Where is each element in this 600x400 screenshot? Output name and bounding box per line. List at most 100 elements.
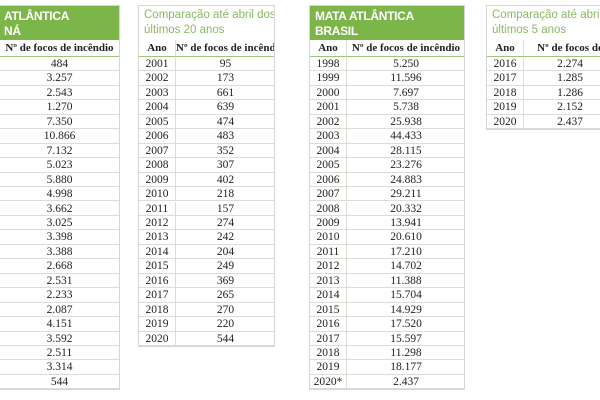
table-cell: 2.233 (0, 288, 119, 303)
table-cell: 1.285 (524, 71, 600, 86)
table-cell: 2003 (310, 129, 347, 144)
table-cell: 7.350 (0, 115, 119, 130)
table-cell: 2017 (310, 331, 347, 346)
table-cell: 1998 (310, 57, 347, 72)
table-cell: 2002 (310, 114, 347, 130)
table-cell: 2009 (310, 215, 347, 231)
table-header: Comparação até abril dos últimos 20 anos (139, 6, 274, 40)
table-cell: 274 (176, 216, 274, 231)
table-cell: 2006 (139, 129, 176, 144)
table-cell: 2013 (310, 273, 347, 289)
table-cell: 5.738 (347, 100, 464, 115)
table-cell: 7.132 (0, 144, 119, 159)
table-cell: 13.941 (347, 216, 464, 231)
table-cell: 157 (176, 202, 274, 216)
header-line: últimos 20 anos (144, 24, 225, 36)
table-cell: 2015 (310, 302, 347, 318)
table-cell: 369 (176, 274, 274, 289)
table-cell: 2018 (487, 85, 524, 101)
table-cell: 2006 (310, 172, 347, 188)
table-cell: 3.398 (0, 230, 119, 245)
table-cell: 2009 (139, 172, 176, 188)
table-cell: 2.437 (347, 375, 464, 390)
table-cell: 544 (176, 332, 274, 346)
table-cell: 2020 (487, 114, 524, 130)
table-cell: 204 (176, 245, 274, 260)
column-header: Ano (139, 40, 176, 57)
table-cell: 483 (176, 129, 274, 144)
table-cell: 15.704 (347, 288, 464, 303)
table-cell: 1.270 (0, 100, 119, 115)
table-cell: 2007 (310, 187, 347, 202)
column-header: Ano (310, 40, 347, 57)
table-cell: 20.332 (347, 202, 464, 216)
table-cell: 484 (0, 57, 119, 72)
table-cell: 2.531 (0, 274, 119, 289)
table-cell: 10.866 (0, 129, 119, 144)
column-header: Nº de focos de (524, 40, 600, 57)
table-cell: 2016 (310, 317, 347, 332)
table-header: ATLÂNTICA NÁ (0, 6, 119, 40)
table-cell: 249 (176, 259, 274, 274)
table-cell: 2003 (139, 85, 176, 101)
table-cell: 2001 (310, 100, 347, 115)
table: ATLÂNTICA NÁ Nº de focos de incêndio 484 3.2… (0, 5, 120, 391)
table-cell: 3.025 (0, 216, 119, 231)
table-cell: 2008 (310, 201, 347, 216)
table-cell: 3.388 (0, 245, 119, 260)
table-cell: 95 (176, 57, 274, 72)
table-cell: 544 (0, 375, 119, 390)
table-cell: 2008 (139, 158, 176, 173)
column-header: Nº de focos de incêndio (176, 40, 274, 57)
table-cell: 2020* (310, 374, 347, 390)
table-cell: 352 (176, 144, 274, 159)
table-cell: 28.115 (347, 144, 464, 159)
table-cell: 661 (176, 86, 274, 101)
table-cell: 17.520 (347, 317, 464, 332)
table-cell: 25.938 (347, 115, 464, 130)
table-cell: 2016 (139, 273, 176, 289)
table-cell: 2007 (139, 143, 176, 159)
table-cell: 2010 (310, 230, 347, 245)
table-cell: 2010 (139, 187, 176, 202)
table-cell: 2017 (487, 71, 524, 86)
table-cell: 5.023 (0, 158, 119, 173)
table-cell: 5.250 (347, 57, 464, 72)
table-cell: 14.929 (347, 303, 464, 318)
table-cell: 23.276 (347, 158, 464, 173)
table-cell: 2.543 (0, 86, 119, 101)
column-header: Nº de focos de incêndio (347, 40, 464, 57)
table-cell: 2020 (139, 331, 176, 346)
table-cell: 2004 (139, 100, 176, 115)
table-cell: 639 (176, 100, 274, 115)
table-cell: 2000 (310, 85, 347, 101)
header-line: MATA ATLÂNTICA (315, 9, 414, 23)
table-cell: 3.592 (0, 332, 119, 346)
table-cell: 218 (176, 187, 274, 202)
table-cell: 44.433 (347, 129, 464, 144)
header-line: NÁ (4, 24, 21, 38)
table-cell: 3.314 (0, 360, 119, 375)
table-cell: 2018 (310, 346, 347, 361)
header-line: Comparação até abril de (492, 9, 600, 21)
table: Comparação até abril dos últimos 20 anos A… (138, 5, 275, 347)
table-cell: 4.998 (0, 187, 119, 202)
header-line: últimos 5 anos (492, 24, 567, 36)
table-cell: 2004 (310, 143, 347, 159)
table-cell: 2011 (139, 201, 176, 216)
table-cell: 2012 (139, 215, 176, 231)
table-cell: 14.702 (347, 259, 464, 274)
table-cell: 2019 (310, 360, 347, 375)
table-cell: 307 (176, 158, 274, 173)
table-cell: 3.257 (0, 71, 119, 86)
table-cell: 2.152 (524, 100, 600, 115)
table: Comparação até abril de últimos 5 anos Ano… (486, 5, 600, 131)
table-cell: 2019 (487, 100, 524, 115)
table-cell: 2001 (139, 57, 176, 72)
table-cell: 17.210 (347, 245, 464, 260)
table-cell: 173 (176, 71, 274, 86)
header-line: Comparação até abril dos (144, 9, 274, 21)
column-header: Nº de focos de incêndio (0, 40, 119, 57)
table-cell: 2015 (139, 259, 176, 274)
